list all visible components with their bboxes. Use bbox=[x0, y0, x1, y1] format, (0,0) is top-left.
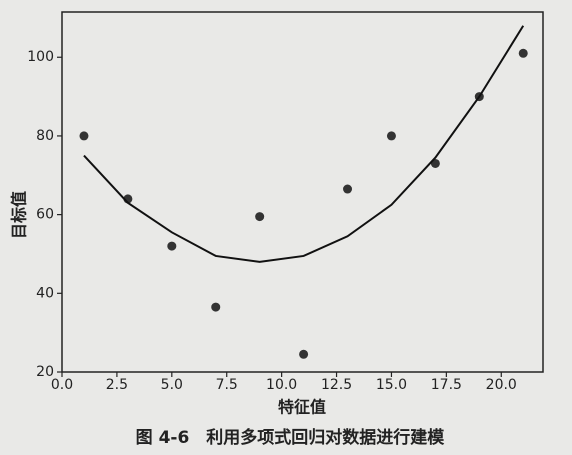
x-tick-label: 12.5 bbox=[321, 377, 352, 393]
x-tick-label: 5.0 bbox=[161, 377, 183, 393]
x-tick-label: 10.0 bbox=[266, 377, 297, 393]
data-point bbox=[299, 349, 309, 359]
x-tick-label: 0.0 bbox=[51, 377, 73, 393]
y-tick-label: 100 bbox=[27, 49, 54, 65]
y-axis-label: 目标值 bbox=[10, 191, 29, 239]
data-point bbox=[79, 131, 89, 141]
x-tick-label: 17.5 bbox=[431, 377, 462, 393]
caption: 图 4-6 利用多项式回归对数据进行建模 bbox=[136, 427, 446, 448]
data-point bbox=[343, 184, 353, 194]
y-tick-label: 20 bbox=[36, 364, 54, 380]
y-tick-label: 60 bbox=[36, 207, 54, 223]
data-point bbox=[518, 48, 528, 58]
data-point bbox=[386, 131, 396, 141]
y-tick-label: 40 bbox=[36, 285, 54, 301]
data-point bbox=[211, 302, 221, 312]
x-tick-label: 7.5 bbox=[216, 377, 238, 393]
fit-line bbox=[83, 25, 525, 263]
data-point bbox=[167, 241, 177, 251]
y-tick-label: 80 bbox=[36, 128, 54, 144]
x-tick-label: 2.5 bbox=[106, 377, 128, 393]
x-axis-label: 特征值 bbox=[278, 398, 326, 417]
x-tick-label: 15.0 bbox=[376, 377, 407, 393]
data-point bbox=[255, 212, 265, 222]
plot-frame bbox=[61, 11, 544, 373]
x-tick-label: 20.0 bbox=[486, 377, 517, 393]
